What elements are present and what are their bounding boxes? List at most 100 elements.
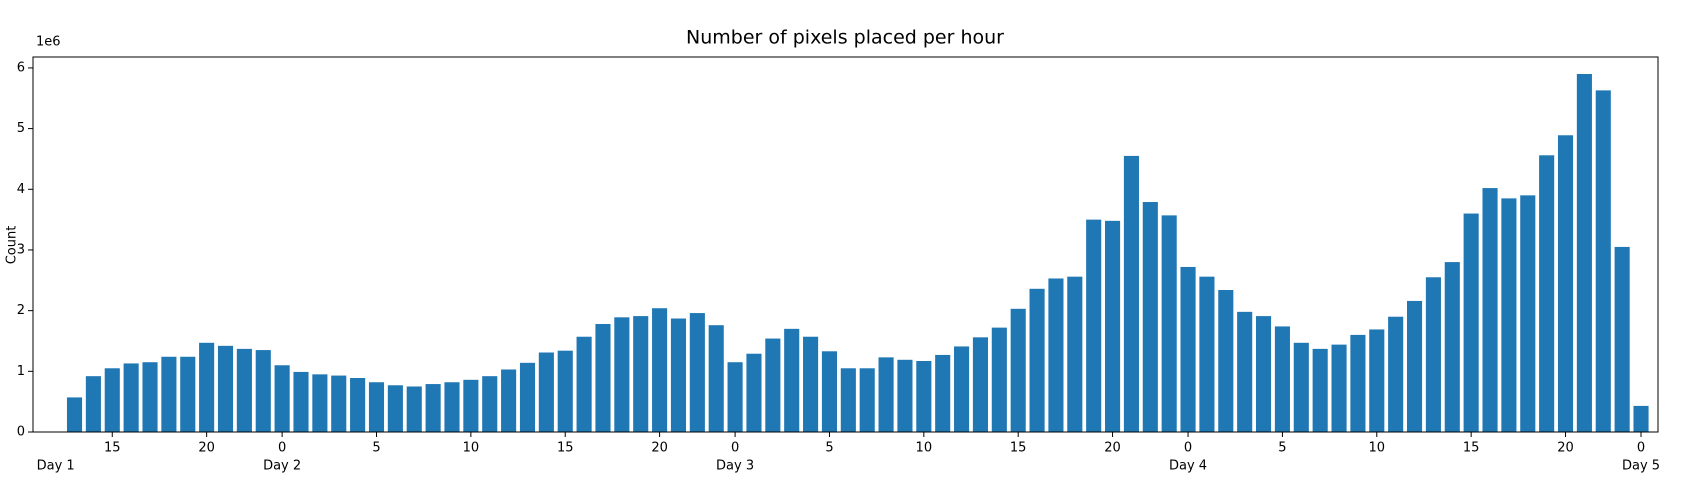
bar (519, 362, 536, 432)
y-tick-label: 6 (17, 60, 25, 75)
bar (1161, 215, 1177, 432)
bar (614, 317, 630, 432)
bar (746, 353, 762, 432)
bar (66, 397, 83, 432)
bar (1312, 348, 1328, 432)
bar (557, 350, 573, 432)
bar (1010, 308, 1026, 432)
bar (1369, 329, 1385, 432)
bar (293, 371, 309, 432)
bar (387, 385, 403, 432)
bar (935, 354, 951, 432)
bar (1388, 316, 1404, 432)
bar (1180, 266, 1196, 432)
bar (350, 377, 366, 432)
bar (463, 379, 479, 432)
y-tick-label: 1 (17, 364, 25, 379)
bar (916, 361, 932, 432)
bar (1086, 219, 1102, 432)
bar (897, 359, 913, 432)
bar (142, 362, 158, 432)
bar (368, 382, 385, 432)
day-label: Day 3 (716, 459, 754, 474)
bar (765, 338, 781, 432)
y-tick-label: 0 (17, 425, 25, 440)
bar (1293, 342, 1309, 432)
bar (1255, 316, 1272, 432)
bar (1218, 290, 1234, 432)
bar (878, 357, 894, 432)
bar (859, 368, 875, 432)
bar (236, 348, 252, 432)
bar (1425, 277, 1441, 432)
bar (1520, 195, 1536, 432)
bar (1029, 288, 1045, 432)
bar (576, 336, 592, 432)
bar (406, 386, 422, 432)
bar (425, 384, 441, 432)
bar (1539, 155, 1555, 432)
bar (1501, 198, 1517, 432)
bar (1557, 135, 1574, 432)
y-tick-label: 3 (17, 242, 25, 257)
bar (444, 382, 460, 432)
bar (331, 375, 347, 432)
bar (1048, 278, 1064, 432)
bar (689, 313, 705, 432)
bar (1123, 155, 1139, 432)
bar (1633, 405, 1649, 432)
y-axis-label: Count (5, 226, 20, 265)
bar (123, 363, 139, 432)
bar (595, 323, 611, 432)
bar (1237, 311, 1253, 432)
y-offset-label: 1e6 (36, 35, 61, 50)
bar (1331, 344, 1347, 432)
bar (727, 362, 743, 432)
bar (1576, 73, 1592, 432)
bar (274, 365, 290, 432)
bar (1595, 90, 1611, 433)
day-label: Day 1 (37, 459, 75, 474)
x-tick-label: 0 (1184, 441, 1192, 456)
bar (1142, 202, 1158, 432)
day-label: Day 4 (1169, 459, 1207, 474)
bar (1105, 220, 1121, 432)
chart-title: Number of pixels placed per hour (686, 27, 1004, 49)
bar (1463, 213, 1479, 432)
x-tick-label: 5 (372, 441, 380, 456)
bar (1482, 188, 1498, 432)
bar (1406, 300, 1423, 432)
day-label: Day 5 (1622, 459, 1660, 474)
bar (991, 327, 1007, 432)
x-tick-label: 5 (1278, 441, 1286, 456)
y-tick-label: 2 (17, 303, 25, 318)
x-tick-label: 0 (731, 441, 739, 456)
bar (538, 352, 554, 432)
bar (633, 316, 649, 432)
bar (1350, 334, 1366, 432)
bar (85, 376, 101, 432)
bar (104, 368, 120, 432)
x-tick-label: 0 (278, 441, 286, 456)
bar (1274, 326, 1290, 432)
x-tick-label: 15 (1010, 441, 1027, 456)
x-tick-label: 10 (463, 441, 480, 456)
bar (1199, 276, 1215, 432)
bar (501, 369, 517, 432)
x-tick-label: 15 (557, 441, 574, 456)
bar (312, 374, 328, 432)
bar (1444, 262, 1460, 432)
x-tick-label: 10 (916, 441, 933, 456)
plot-frame (32, 56, 1659, 433)
bar (482, 376, 498, 432)
x-tick-label: 5 (825, 441, 833, 456)
bar (821, 351, 838, 432)
x-tick-label: 15 (104, 441, 121, 456)
bar (840, 368, 856, 432)
x-tick-label: 20 (1557, 441, 1574, 456)
bar (803, 336, 819, 432)
x-tick-label: 10 (1369, 441, 1386, 456)
x-tick-label: 20 (198, 441, 215, 456)
x-tick-label: 15 (1463, 441, 1480, 456)
